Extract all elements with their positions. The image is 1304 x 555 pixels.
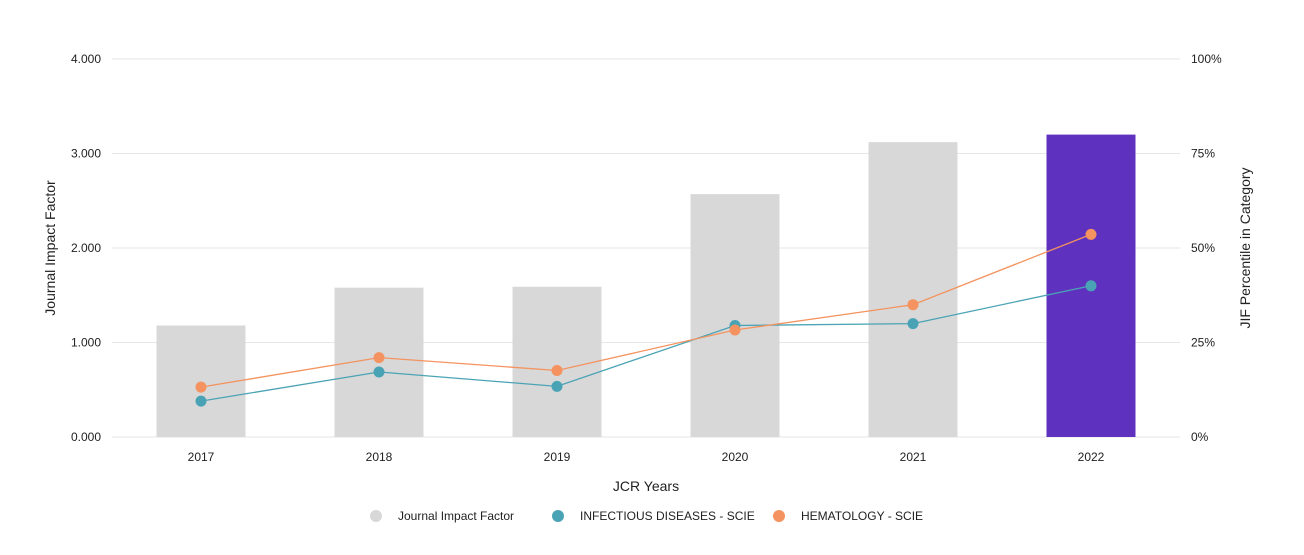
y-tick-label: 3.000 <box>71 147 101 161</box>
legend-marker-jif <box>370 510 382 522</box>
bars <box>156 134 1136 437</box>
legend-label-jif: Journal Impact Factor <box>398 509 514 523</box>
gridlines <box>112 58 1180 438</box>
x-tick-label: 2022 <box>1078 450 1105 464</box>
x-axis: 2017 2018 2019 2020 2021 2022 <box>188 450 1105 464</box>
legend-label-infectious-diseases: INFECTIOUS DISEASES - SCIE <box>580 509 755 523</box>
y2-tick-label: 75% <box>1191 147 1215 161</box>
point-infectious-diseases-scie-2017 <box>195 395 207 407</box>
legend: Journal Impact Factor INFECTIOUS DISEASE… <box>370 509 923 523</box>
point-hematology-scie-2020 <box>729 324 741 336</box>
right-axis-title: JIF Percentile in Category <box>1237 167 1253 328</box>
y2-tick-label: 25% <box>1191 336 1215 350</box>
x-tick-label: 2017 <box>188 450 215 464</box>
point-hematology-scie-2019 <box>551 364 563 376</box>
legend-label-hematology: HEMATOLOGY - SCIE <box>801 509 923 523</box>
point-hematology-scie-2021 <box>907 299 919 311</box>
x-tick-label: 2020 <box>722 450 749 464</box>
left-axis: 0.000 1.000 2.000 3.000 4.000 <box>71 52 101 444</box>
point-infectious-diseases-scie-2022 <box>1085 280 1097 292</box>
bar-2019 <box>512 286 602 437</box>
bar-2020 <box>690 194 780 437</box>
legend-marker-infectious-diseases <box>552 510 564 522</box>
right-axis: 0% 25% 50% 75% 100% <box>1191 52 1222 444</box>
series-line-infectious-diseases-scie <box>200 285 1092 402</box>
series-line-hematology-scie <box>200 233 1092 388</box>
x-axis-title: JCR Years <box>613 478 679 494</box>
x-tick-label: 2018 <box>366 450 393 464</box>
y2-tick-label: 100% <box>1191 52 1222 66</box>
y-tick-label: 2.000 <box>71 241 101 255</box>
legend-item-jif[interactable]: Journal Impact Factor <box>370 509 514 523</box>
y-tick-label: 0.000 <box>71 430 101 444</box>
point-infectious-diseases-scie-2021 <box>907 318 919 330</box>
point-hematology-scie-2022 <box>1085 228 1097 240</box>
point-infectious-diseases-scie-2019 <box>551 380 563 392</box>
legend-item-hematology[interactable]: HEMATOLOGY - SCIE <box>773 509 923 523</box>
y-tick-label: 4.000 <box>71 52 101 66</box>
bar-2021 <box>868 142 958 437</box>
legend-marker-hematology <box>773 510 785 522</box>
point-hematology-scie-2018 <box>373 352 385 364</box>
legend-item-infectious-diseases[interactable]: INFECTIOUS DISEASES - SCIE <box>552 509 755 523</box>
left-axis-title: Journal Impact Factor <box>42 180 58 316</box>
point-hematology-scie-2017 <box>195 381 207 393</box>
y2-tick-label: 0% <box>1191 430 1209 444</box>
y-tick-label: 1.000 <box>71 336 101 350</box>
y2-tick-label: 50% <box>1191 241 1215 255</box>
series-lines <box>195 228 1097 407</box>
bar-2017 <box>156 325 246 437</box>
x-tick-label: 2021 <box>900 450 927 464</box>
point-infectious-diseases-scie-2018 <box>373 366 385 378</box>
x-tick-label: 2019 <box>544 450 571 464</box>
